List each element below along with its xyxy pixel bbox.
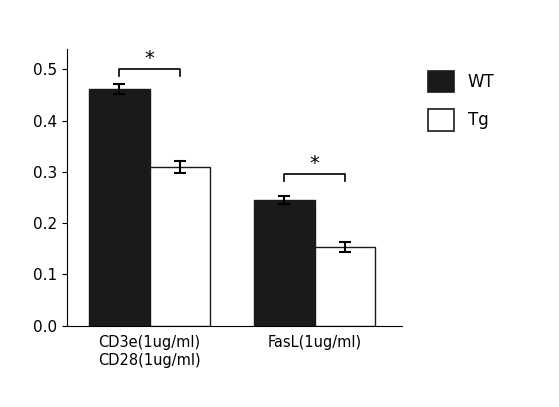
Legend: WT, Tg: WT, Tg	[428, 71, 494, 131]
Bar	[89, 89, 150, 326]
Bar	[315, 247, 375, 326]
Text: *: *	[310, 154, 319, 173]
Text: *: *	[145, 49, 154, 68]
Bar	[254, 200, 315, 326]
Bar	[150, 167, 210, 326]
